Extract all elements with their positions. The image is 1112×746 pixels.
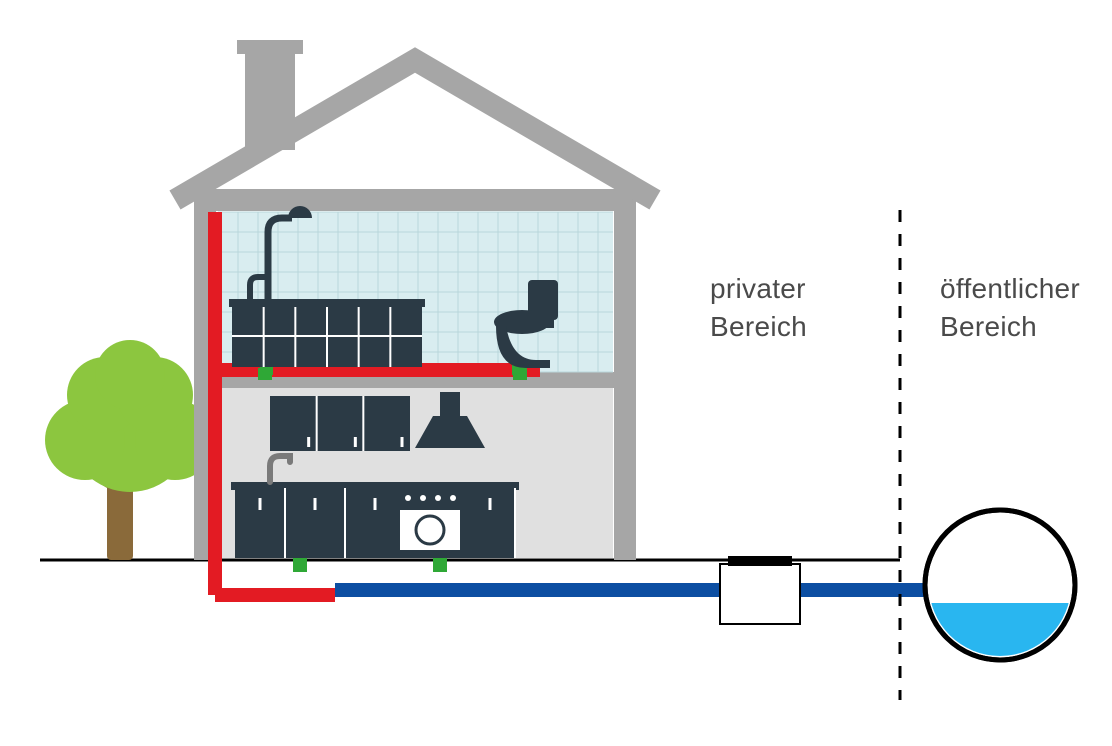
label-public-l2: Bereich [940,311,1037,342]
inspection-chamber [720,564,800,624]
diagram-root: privater Bereich öffentlicher Bereich [0,0,1112,746]
manhole-cover-icon [728,556,792,566]
diagram-svg [0,0,1112,746]
label-private: privater Bereich [710,270,807,346]
label-public: öffentlicher Bereich [940,270,1080,346]
sewer-water [925,603,1075,746]
tree-foliage [45,340,215,492]
cabinets-upper [270,396,410,451]
label-private-l2: Bereich [710,311,807,342]
label-private-l1: privater [710,273,806,304]
chimney [245,50,295,150]
label-public-l1: öffentlicher [940,273,1080,304]
